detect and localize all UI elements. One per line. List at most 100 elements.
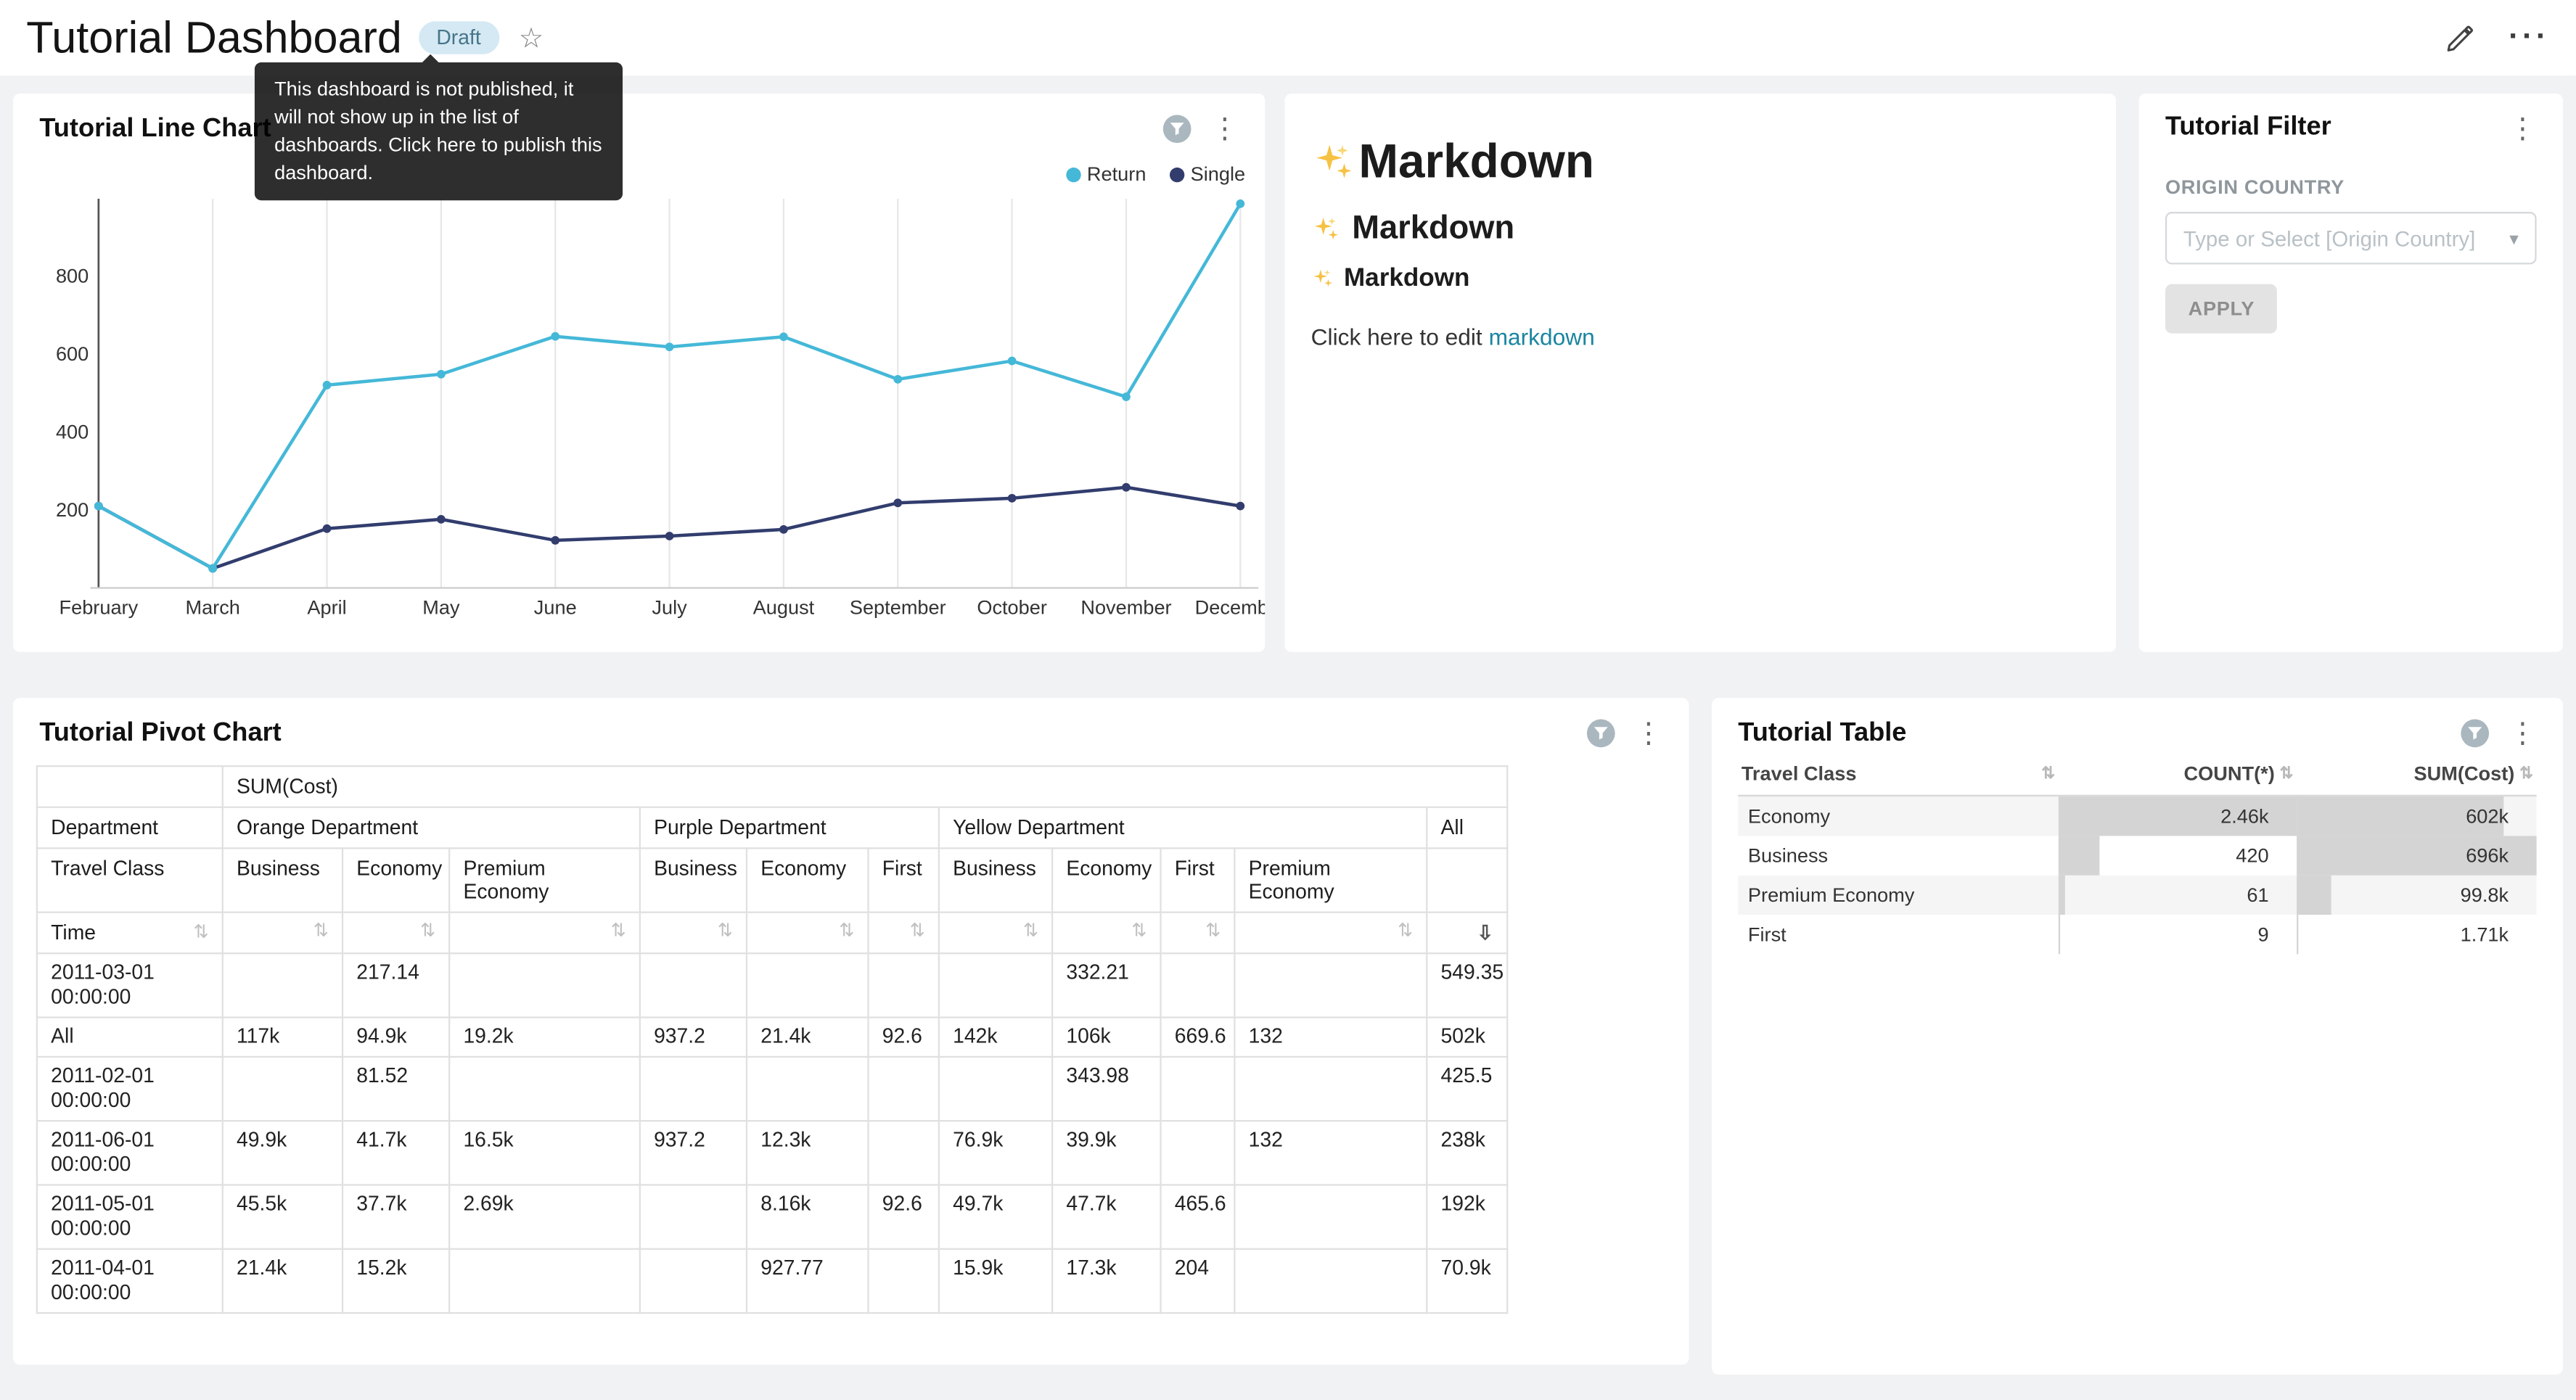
pivot-cell bbox=[747, 1057, 869, 1121]
value-cell: 2.46k bbox=[2059, 796, 2297, 836]
pivot-cell: 47.7k bbox=[1052, 1185, 1160, 1248]
pivot-cell: 49.9k bbox=[223, 1121, 342, 1185]
pivot-sort-cell: ⇩ bbox=[1427, 913, 1507, 954]
value-text: 602k bbox=[2297, 796, 2537, 836]
page-title: Tutorial Dashboard bbox=[26, 16, 402, 60]
cross-filter-icon[interactable] bbox=[2459, 717, 2490, 749]
pivot-cell: 117k bbox=[223, 1018, 342, 1057]
chart-menu-icon[interactable]: ⋮ bbox=[2506, 720, 2540, 747]
column-label: Travel Class bbox=[1742, 762, 1857, 785]
pivot-cell bbox=[1161, 953, 1235, 1017]
sort-icon[interactable]: ⇅ bbox=[1023, 923, 1038, 941]
pivot-cell bbox=[939, 1057, 1052, 1121]
pivot-cell bbox=[747, 953, 869, 1017]
pivot-sort-cell: ⇅ bbox=[1234, 913, 1427, 954]
legend-label: Return bbox=[1087, 162, 1147, 186]
pivot-cell: 2.69k bbox=[449, 1185, 640, 1248]
cross-filter-icon[interactable] bbox=[1586, 717, 1617, 749]
pivot-column-header: Economy bbox=[342, 848, 449, 912]
value-text: 99.8k bbox=[2297, 876, 2537, 915]
svg-text:400: 400 bbox=[56, 420, 89, 442]
filter-menu-icon[interactable]: ⋮ bbox=[2506, 114, 2540, 141]
markdown-edit-link[interactable]: markdown bbox=[1489, 324, 1595, 350]
pivot-column-header: Premium Economy bbox=[1234, 848, 1427, 912]
sort-icon[interactable]: ⇅ bbox=[194, 924, 209, 942]
svg-text:800: 800 bbox=[56, 264, 89, 287]
value-text: 1.71k bbox=[2297, 915, 2537, 954]
chart-menu-icon[interactable]: ⋮ bbox=[1207, 115, 1242, 142]
apply-button[interactable]: APPLY bbox=[2165, 284, 2278, 334]
sort-icon[interactable]: ⇅ bbox=[611, 923, 626, 941]
pivot-corner bbox=[37, 766, 223, 807]
sort-icon[interactable]: ⇅ bbox=[718, 923, 733, 941]
pivot-cell bbox=[449, 1057, 640, 1121]
sort-icon[interactable]: ⇅ bbox=[910, 923, 925, 941]
pivot-cell: 45.5k bbox=[223, 1185, 342, 1248]
pivot-sort-cell: ⇅ bbox=[640, 913, 747, 954]
svg-text:March: March bbox=[185, 596, 239, 619]
pivot-cell: 238k bbox=[1427, 1121, 1507, 1185]
sort-icon[interactable]: ⇅ bbox=[420, 923, 435, 941]
pivot-cell: 49.7k bbox=[939, 1185, 1052, 1248]
table-column-header[interactable]: COUNT(*) ⇅ bbox=[2059, 755, 2297, 795]
pivot-cell: 37.7k bbox=[342, 1185, 449, 1248]
header-menu-icon[interactable]: ··· bbox=[2509, 31, 2550, 44]
travel-class-cell: Premium Economy bbox=[1738, 876, 2058, 915]
table-row: Business420696k bbox=[1738, 836, 2536, 875]
filter-card-title: Tutorial Filter bbox=[2165, 113, 2506, 143]
table-column-header[interactable]: Travel Class ⇅ bbox=[1738, 755, 2058, 795]
pivot-row-label: 2011-02-01 00:00:00 bbox=[37, 1057, 223, 1121]
sort-icon[interactable]: ⇅ bbox=[839, 923, 854, 941]
pivot-cell: 927.77 bbox=[747, 1249, 869, 1313]
pivot-cell: 76.9k bbox=[939, 1121, 1052, 1185]
pivot-cell: 15.9k bbox=[939, 1249, 1052, 1313]
legend-item-single[interactable]: Single bbox=[1169, 162, 1245, 186]
sort-icon[interactable]: ⇅ bbox=[1131, 923, 1147, 941]
pivot-row-label: 2011-05-01 00:00:00 bbox=[37, 1185, 223, 1248]
markdown-heading-2: Markdown bbox=[1311, 210, 2090, 248]
sort-desc-icon[interactable]: ⇩ bbox=[1477, 922, 1493, 942]
pivot-cell: 204 bbox=[1161, 1249, 1235, 1313]
pivot-cell bbox=[869, 1121, 939, 1185]
svg-text:200: 200 bbox=[56, 498, 89, 521]
sort-icon[interactable]: ⇅ bbox=[2519, 765, 2533, 783]
chart-menu-icon[interactable]: ⋮ bbox=[1631, 720, 1666, 747]
tooltip-arrow-icon bbox=[422, 54, 439, 62]
sort-icon[interactable]: ⇅ bbox=[313, 923, 329, 941]
sparkles-icon bbox=[1311, 268, 1334, 291]
pivot-cell bbox=[869, 1057, 939, 1121]
pivot-table: SUM(Cost)DepartmentOrange DepartmentPurp… bbox=[36, 765, 1509, 1314]
pivot-cell: 21.4k bbox=[223, 1249, 342, 1313]
draft-badge[interactable]: Draft bbox=[418, 21, 499, 54]
pivot-cell: 12.3k bbox=[747, 1121, 869, 1185]
tooltip-text: This dashboard is not published, it will… bbox=[274, 77, 602, 184]
line-chart-card: Tutorial Line Chart ⋮ ReturnSingle Febru… bbox=[13, 94, 1265, 652]
edit-dashboard-icon[interactable] bbox=[2445, 22, 2476, 54]
pivot-cell: 94.9k bbox=[342, 1018, 449, 1057]
table-column-header[interactable]: SUM(Cost)⇅ bbox=[2297, 755, 2537, 795]
select-placeholder: Type or Select [Origin Country] bbox=[2183, 226, 2475, 250]
pivot-group-header: Yellow Department bbox=[939, 807, 1427, 849]
favorite-star-icon[interactable]: ☆ bbox=[519, 24, 544, 52]
pivot-cell bbox=[1234, 1249, 1427, 1313]
sort-icon[interactable]: ⇅ bbox=[1205, 923, 1221, 941]
sort-icon[interactable]: ⇅ bbox=[2280, 765, 2294, 783]
cross-filter-icon[interactable] bbox=[1162, 113, 1193, 144]
pivot-cell: 332.21 bbox=[1052, 953, 1160, 1017]
legend-item-return[interactable]: Return bbox=[1065, 162, 1146, 186]
pivot-row-label: 2011-04-01 00:00:00 bbox=[37, 1249, 223, 1313]
pivot-row: All117k94.9k19.2k937.221.4k92.6142k106k6… bbox=[37, 1018, 1507, 1057]
value-cell: 99.8k bbox=[2297, 876, 2537, 915]
pivot-cell: 132 bbox=[1234, 1018, 1427, 1057]
origin-country-select[interactable]: Type or Select [Origin Country] ▾ bbox=[2165, 212, 2537, 264]
markdown-card: Markdown Markdown Markdown Click here to… bbox=[1284, 94, 2116, 652]
column-label: COUNT(*) bbox=[2183, 762, 2274, 785]
pivot-cell: 142k bbox=[939, 1018, 1052, 1057]
table-card: Tutorial Table ⋮ Travel Class⇅COUNT(*)⇅S… bbox=[1712, 698, 2563, 1375]
sort-icon[interactable]: ⇅ bbox=[2041, 765, 2055, 783]
pivot-cell: 106k bbox=[1052, 1018, 1160, 1057]
pivot-row: 2011-03-01 00:00:00217.14332.21549.35 bbox=[37, 953, 1507, 1017]
pivot-cell: 502k bbox=[1427, 1018, 1507, 1057]
publish-tooltip[interactable]: This dashboard is not published, it will… bbox=[255, 62, 623, 200]
sort-icon[interactable]: ⇅ bbox=[1398, 923, 1413, 941]
